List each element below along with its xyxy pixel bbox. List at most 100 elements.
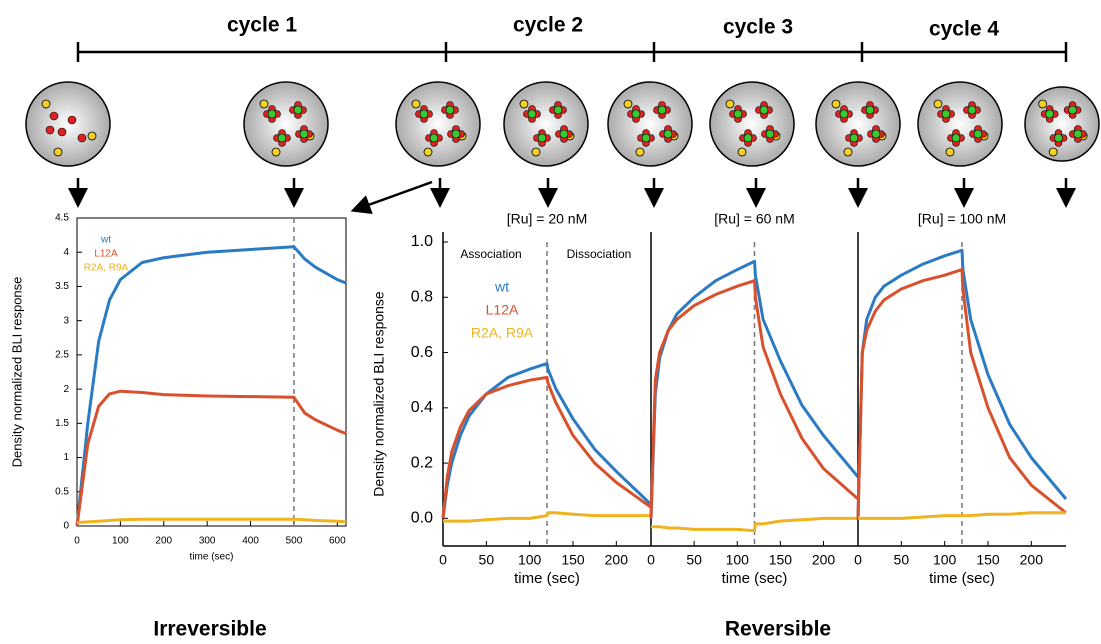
y-tick-label: 2 bbox=[63, 384, 69, 395]
y-tick-label: 0.5 bbox=[55, 486, 69, 497]
y-tick-label: 3.5 bbox=[55, 281, 69, 292]
y-tick-label: 1.5 bbox=[55, 418, 69, 429]
legend-entry: wt bbox=[494, 279, 509, 295]
cycle-label: cycle 2 bbox=[513, 14, 583, 37]
yellow-particle bbox=[945, 147, 955, 157]
y-tick-label: 0.0 bbox=[411, 510, 433, 527]
green-particle bbox=[527, 109, 537, 119]
x-tick-label: 0 bbox=[647, 552, 655, 568]
legend-entry: L12A bbox=[486, 302, 519, 318]
x-axis-label: time (sec) bbox=[929, 570, 995, 587]
yellow-particle bbox=[623, 99, 633, 109]
green-particle bbox=[641, 133, 651, 143]
green-particle bbox=[941, 109, 951, 119]
x-tick-label: 100 bbox=[518, 552, 542, 568]
well bbox=[25, 81, 111, 167]
legend-entry: R2A, R9A bbox=[471, 325, 534, 341]
green-particle bbox=[1054, 133, 1063, 143]
series-line bbox=[441, 362, 653, 519]
yellow-particle bbox=[635, 147, 645, 157]
green-particle bbox=[743, 133, 753, 143]
x-tick-label: 0 bbox=[854, 552, 862, 568]
cycle-label: cycle 3 bbox=[723, 16, 793, 39]
x-tick-label: 100 bbox=[726, 552, 750, 568]
series-line bbox=[75, 389, 347, 527]
green-particle bbox=[733, 109, 743, 119]
green-particle bbox=[429, 133, 439, 143]
yellow-particle bbox=[725, 99, 735, 109]
x-tick-label: 200 bbox=[155, 536, 172, 547]
yellow-particle bbox=[53, 147, 63, 157]
y-tick-label: 1.0 bbox=[411, 233, 433, 250]
x-axis-label: time (sec) bbox=[722, 570, 788, 587]
y-tick-label: 0.6 bbox=[411, 344, 433, 361]
well bbox=[395, 81, 481, 167]
x-tick-label: 100 bbox=[112, 536, 129, 547]
cycle-label: cycle 1 bbox=[227, 14, 297, 37]
well bbox=[607, 81, 693, 167]
green-particle bbox=[1068, 105, 1077, 115]
y-tick-label: 0 bbox=[63, 521, 69, 532]
green-particle bbox=[1045, 109, 1054, 119]
phase-label: Dissociation bbox=[567, 247, 632, 261]
x-tick-label: 150 bbox=[769, 552, 793, 568]
red-particle bbox=[49, 111, 59, 121]
yellow-particle bbox=[843, 147, 853, 157]
yellow-particle bbox=[831, 99, 841, 109]
yellow-particle bbox=[41, 99, 51, 109]
series-line bbox=[858, 511, 1066, 520]
green-particle bbox=[267, 109, 277, 119]
green-particle bbox=[967, 105, 977, 115]
well bbox=[1024, 86, 1100, 162]
y-tick-label: 3 bbox=[63, 315, 69, 326]
green-particle bbox=[553, 105, 563, 115]
group-label: Irreversible bbox=[153, 618, 266, 641]
yellow-particle bbox=[1038, 99, 1048, 109]
yellow-particle bbox=[87, 131, 97, 141]
y-tick-label: 1 bbox=[63, 452, 69, 463]
red-particle bbox=[45, 125, 55, 135]
series-line bbox=[76, 517, 347, 525]
y-tick-label: 0.8 bbox=[411, 288, 433, 305]
legend-entry: R2A, R9A bbox=[84, 263, 129, 274]
x-tick-label: 150 bbox=[561, 552, 585, 568]
arrow bbox=[350, 180, 433, 215]
x-tick-label: 0 bbox=[439, 552, 447, 568]
chart-title: [Ru] = 100 nM bbox=[918, 211, 1006, 227]
series-line bbox=[856, 248, 1068, 519]
y-tick-label: 4.5 bbox=[55, 213, 69, 224]
series-line bbox=[443, 511, 651, 523]
series-line bbox=[441, 375, 652, 519]
x-axis-label: time (sec) bbox=[190, 552, 234, 563]
group-label: Reversible bbox=[725, 618, 831, 641]
y-axis-label: Density normalized BLI response bbox=[9, 277, 24, 468]
x-tick-label: 100 bbox=[933, 552, 957, 568]
chart-title: [Ru] = 20 nM bbox=[507, 211, 588, 227]
yellow-particle bbox=[423, 147, 433, 157]
phase-label: Association bbox=[460, 247, 521, 261]
x-tick-label: 200 bbox=[605, 552, 629, 568]
yellow-particle bbox=[271, 147, 281, 157]
green-particle bbox=[293, 105, 303, 115]
cycle-label: cycle 4 bbox=[929, 18, 999, 41]
yellow-particle bbox=[1048, 147, 1058, 157]
well bbox=[815, 81, 901, 167]
green-particle bbox=[871, 129, 881, 139]
x-tick-label: 400 bbox=[242, 536, 259, 547]
chart-title: [Ru] = 60 nM bbox=[714, 211, 795, 227]
green-particle bbox=[631, 109, 641, 119]
green-particle bbox=[451, 129, 461, 139]
green-particle bbox=[973, 129, 983, 139]
series-line bbox=[75, 245, 347, 527]
x-tick-label: 50 bbox=[686, 552, 702, 568]
x-tick-label: 150 bbox=[976, 552, 1000, 568]
green-particle bbox=[849, 133, 859, 143]
series-line bbox=[856, 268, 1067, 519]
well bbox=[243, 81, 329, 167]
red-particle bbox=[67, 115, 77, 125]
x-tick-label: 50 bbox=[479, 552, 495, 568]
y-tick-label: 2.5 bbox=[55, 350, 69, 361]
x-tick-label: 200 bbox=[1020, 552, 1044, 568]
x-tick-label: 50 bbox=[894, 552, 910, 568]
